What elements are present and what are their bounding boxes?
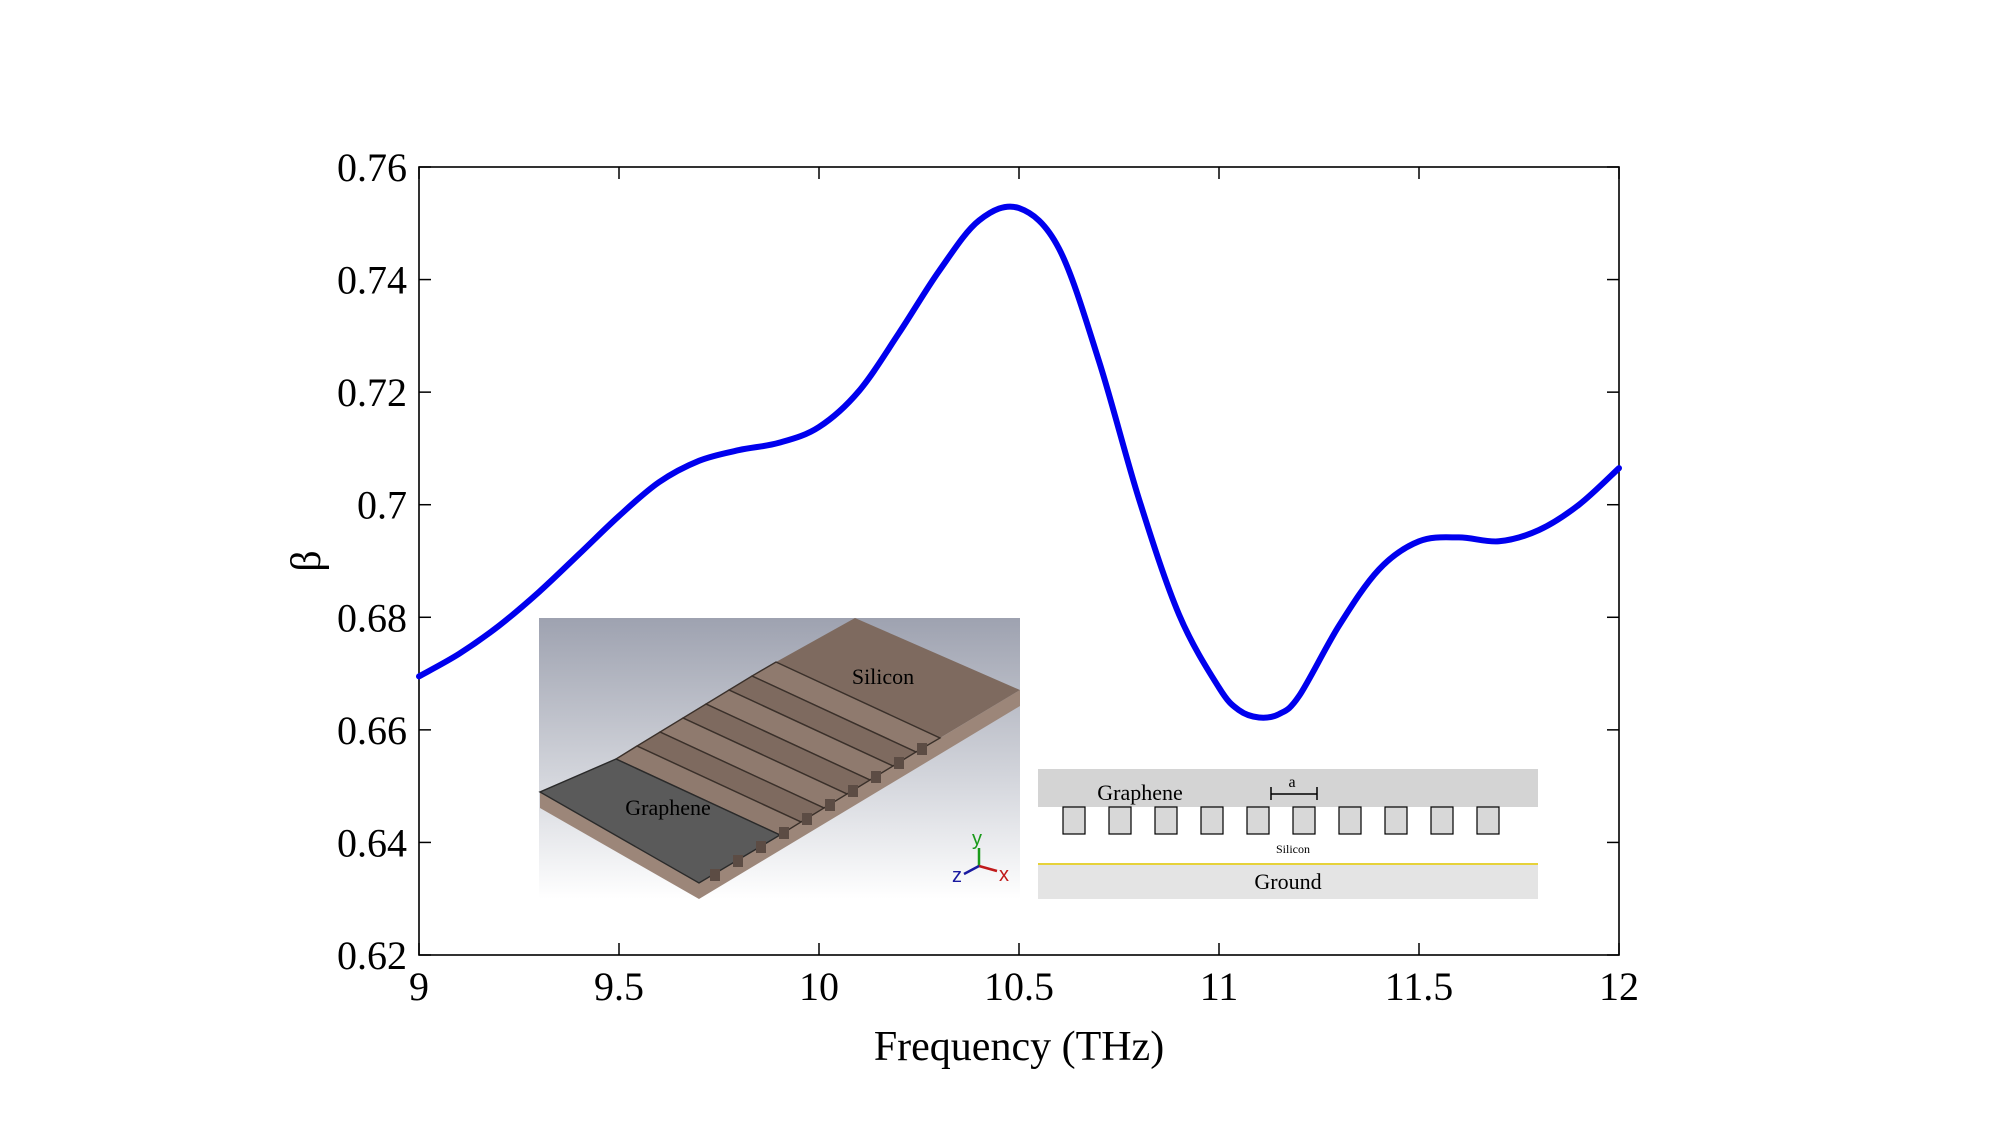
- data-point: [1617, 466, 1621, 470]
- y-tick-label: 0.72: [337, 370, 407, 415]
- data-point: [1417, 539, 1421, 543]
- data-point: [537, 590, 541, 594]
- inset-3d-silicon-label: Silicon: [852, 664, 914, 689]
- cross-ground-label: Ground: [1254, 869, 1321, 894]
- triad-y-label: y: [972, 828, 982, 850]
- x-tick-label: 11.5: [1385, 964, 1454, 1009]
- y-axis-label: β: [284, 550, 330, 571]
- data-point: [1217, 686, 1221, 690]
- triad-z-label: z: [952, 865, 962, 887]
- cross-grating-teeth: [1062, 806, 1500, 835]
- y-tick-labels: 0.62 0.64 0.66 0.68 0.7 0.72 0.74 0.76: [337, 145, 407, 978]
- cross-graphene-label: Graphene: [1097, 780, 1183, 805]
- data-point: [457, 652, 461, 656]
- data-point: [1017, 206, 1021, 210]
- data-point: [1277, 712, 1281, 716]
- cross-period-label: a: [1288, 774, 1295, 791]
- x-tick-label: 10.5: [984, 964, 1054, 1009]
- data-point: [817, 425, 821, 429]
- y-tick-label: 0.76: [337, 145, 407, 190]
- y-tick-label: 0.74: [337, 258, 407, 303]
- data-point: [1057, 247, 1061, 251]
- inset-3d-model: Silicon Graphene y z x: [538, 618, 1020, 899]
- cross-ground-layer: [1038, 864, 1538, 899]
- inset-cross-section: a Graphene Silicon Ground: [1038, 769, 1538, 899]
- data-point: [497, 624, 501, 628]
- data-point: [657, 480, 661, 484]
- y-tick-label: 0.68: [337, 595, 407, 640]
- series-line: [416, 203, 1622, 721]
- y-tick-label: 0.62: [337, 933, 407, 978]
- data-point: [1377, 567, 1381, 571]
- data-point: [697, 459, 701, 463]
- y-tick-label: 0.7: [357, 483, 407, 528]
- x-tick-label: 11: [1200, 964, 1239, 1009]
- data-point: [1137, 497, 1141, 501]
- data-point: [1237, 708, 1241, 712]
- cross-graphene-layer: [1038, 769, 1538, 807]
- x-tick-label: 9: [409, 964, 429, 1009]
- data-point: [1577, 503, 1581, 507]
- data-point: [977, 218, 981, 222]
- data-point: [1297, 694, 1301, 698]
- data-point: [1537, 528, 1541, 532]
- coordinate-triad: y z x: [952, 828, 1009, 887]
- graphene-top: [538, 758, 782, 884]
- data-point: [1177, 612, 1181, 616]
- grating-grooves: [614, 661, 942, 836]
- data-point: [1097, 359, 1101, 363]
- x-tick-labels: 9 9.5 10 10.5 11 11.5 12: [409, 964, 1639, 1009]
- data-point: [1337, 624, 1341, 628]
- x-tick-label: 10: [799, 964, 839, 1009]
- data-point: [857, 389, 861, 393]
- data-point: [617, 514, 621, 518]
- x-axis-label: Frequency (THz): [874, 1024, 1164, 1070]
- data-point: [1497, 539, 1501, 543]
- data-point: [577, 552, 581, 556]
- x-tick-label: 12: [1599, 964, 1639, 1009]
- y-tick-label: 0.64: [337, 820, 407, 865]
- data-point: [417, 674, 421, 678]
- data-point: [1457, 535, 1461, 539]
- data-point: [1257, 715, 1261, 719]
- cross-silicon-label: Silicon: [1276, 842, 1310, 856]
- silicon-top: [776, 618, 1020, 738]
- axis-ticks: [418, 166, 1620, 956]
- data-point: [937, 269, 941, 273]
- triad-x-label: x: [999, 864, 1009, 886]
- inset-3d-graphene-label: Graphene: [625, 795, 711, 820]
- data-point: [777, 441, 781, 445]
- front-notches: [710, 743, 927, 881]
- data-point: [737, 448, 741, 452]
- data-point: [897, 331, 901, 335]
- y-tick-label: 0.66: [337, 708, 407, 753]
- x-tick-label: 9.5: [594, 964, 644, 1009]
